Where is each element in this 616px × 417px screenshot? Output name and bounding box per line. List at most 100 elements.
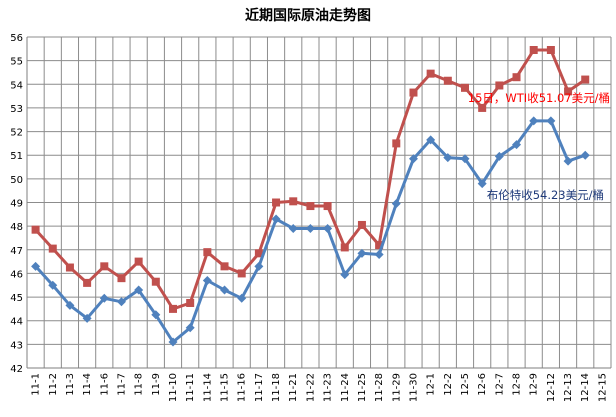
series-0-point-11 bbox=[220, 262, 229, 271]
series-0-point-0 bbox=[31, 225, 40, 234]
x-tick-label-11-21: 11-21 bbox=[288, 373, 299, 402]
series-1-point-5 bbox=[116, 297, 126, 307]
series-0-point-25 bbox=[461, 83, 469, 92]
x-tick-label-11-18: 11-18 bbox=[271, 373, 282, 402]
series-0-point-24 bbox=[443, 76, 452, 85]
series-1-point-4 bbox=[99, 293, 109, 303]
y-tick-label-45: 45 bbox=[10, 293, 23, 304]
x-tick-label-11-24: 11-24 bbox=[340, 373, 351, 402]
series-0-point-26 bbox=[478, 103, 487, 112]
series-1-point-21 bbox=[391, 199, 401, 209]
x-tick-label-11-4: 11-4 bbox=[82, 373, 93, 396]
series-0-point-13 bbox=[254, 249, 263, 258]
y-tick-label-49: 49 bbox=[10, 199, 23, 210]
series-1-point-8 bbox=[168, 337, 178, 347]
series-0-point-5 bbox=[117, 274, 126, 283]
series-0-point-31 bbox=[564, 87, 573, 96]
series-1-point-0 bbox=[31, 261, 41, 271]
series-1-point-32 bbox=[580, 150, 590, 160]
series-1-point-12 bbox=[237, 293, 247, 303]
y-tick-label-54: 54 bbox=[10, 80, 23, 91]
series-1-point-10 bbox=[202, 276, 212, 286]
series-1-point-18 bbox=[340, 270, 350, 280]
x-tick-label-11-14: 11-14 bbox=[202, 373, 213, 402]
x-tick-label-12-14: 12-14 bbox=[580, 373, 591, 402]
x-tick-label-12-6: 12-6 bbox=[477, 373, 488, 396]
x-tick-label-11-16: 11-16 bbox=[237, 373, 248, 402]
series-1-point-19 bbox=[357, 248, 367, 258]
x-tick-label-11-17: 11-17 bbox=[254, 373, 265, 402]
x-tick-label-11-6: 11-6 bbox=[99, 373, 110, 396]
x-tick-label-12-13: 12-13 bbox=[563, 373, 574, 402]
x-tick-label-11-9: 11-9 bbox=[151, 373, 162, 396]
series-1-point-20 bbox=[374, 250, 384, 260]
series-0-point-8 bbox=[169, 304, 177, 313]
y-axis-ticks: 42 43 44 45 46 47 48 49 50 51 52 53 54 55 56 bbox=[10, 33, 23, 375]
series-0-point-17 bbox=[323, 202, 332, 211]
series-0-point-2 bbox=[65, 263, 74, 272]
x-tick-label-11-7: 11-7 bbox=[116, 373, 127, 396]
x-tick-label-12-2: 12-2 bbox=[443, 373, 454, 396]
x-tick-label-11-1: 11-1 bbox=[31, 373, 42, 396]
y-tick-label-55: 55 bbox=[10, 57, 23, 68]
x-tick-label-12-8: 12-8 bbox=[512, 373, 523, 396]
series-1-point-23 bbox=[426, 135, 436, 145]
series-1-point-26 bbox=[477, 179, 487, 189]
series-0-point-9 bbox=[186, 298, 195, 307]
series-0-point-29 bbox=[529, 46, 538, 55]
series-1-point-14 bbox=[271, 214, 281, 224]
brent-annotation: 布伦特收54.23美元/桶 bbox=[487, 188, 604, 202]
y-tick-label-43: 43 bbox=[10, 340, 23, 351]
series-0-point-32 bbox=[581, 75, 590, 84]
series-1 bbox=[31, 116, 590, 347]
x-tick-label-11-11: 11-11 bbox=[185, 373, 196, 402]
x-tick-label-11-10: 11-10 bbox=[168, 373, 179, 402]
y-tick-label-47: 47 bbox=[10, 246, 23, 257]
x-tick-label-11-25: 11-25 bbox=[357, 373, 368, 402]
series-1-point-7 bbox=[151, 310, 161, 320]
series-0-point-22 bbox=[409, 88, 418, 97]
series-1-point-25 bbox=[460, 154, 470, 164]
y-tick-label-46: 46 bbox=[10, 269, 23, 280]
chart-title: 近期国际原油走势图 bbox=[245, 7, 371, 24]
x-tick-label-11-15: 11-15 bbox=[220, 373, 231, 402]
series-1-point-27 bbox=[494, 151, 504, 161]
series-1-point-1 bbox=[48, 280, 58, 290]
series-0-point-19 bbox=[357, 220, 366, 229]
x-tick-label-11-23: 11-23 bbox=[323, 373, 334, 402]
y-tick-label-50: 50 bbox=[10, 175, 23, 186]
series-1-point-16 bbox=[305, 224, 315, 234]
series-0-point-10 bbox=[203, 248, 212, 257]
x-tick-label-11-22: 11-22 bbox=[305, 373, 316, 402]
series-0-point-28 bbox=[512, 73, 521, 82]
x-tick-label-11-3: 11-3 bbox=[65, 373, 76, 396]
series-1-point-30 bbox=[546, 116, 556, 126]
y-tick-label-56: 56 bbox=[10, 33, 23, 44]
series-1-point-6 bbox=[134, 285, 144, 295]
x-tick-label-12-5: 12-5 bbox=[460, 373, 471, 396]
series-0-point-6 bbox=[134, 257, 143, 266]
series-0-point-15 bbox=[289, 197, 298, 206]
x-tick-label-12-1: 12-1 bbox=[426, 373, 437, 396]
series-0-point-27 bbox=[495, 81, 504, 90]
x-tick-label-11-29: 11-29 bbox=[391, 373, 402, 402]
series-1-point-9 bbox=[185, 323, 195, 333]
series-1-point-29 bbox=[529, 116, 539, 126]
series-0 bbox=[31, 46, 590, 313]
series-1-point-13 bbox=[254, 261, 264, 271]
wti-annotation: 15日，WTI收51.07美元/桶 bbox=[468, 91, 610, 105]
y-tick-label-52: 52 bbox=[10, 128, 23, 139]
x-axis-ticks: 11-1 11-2 11-3 11-4 11-6 11-7 11-8 11-9 11-10 11-… bbox=[31, 373, 609, 402]
series-0-point-14 bbox=[272, 198, 281, 207]
series-0-point-23 bbox=[426, 69, 435, 78]
x-tick-label-12-7: 12-7 bbox=[494, 373, 505, 396]
series-1-point-11 bbox=[220, 285, 230, 295]
series-0-point-4 bbox=[100, 262, 109, 271]
series-0-point-3 bbox=[83, 278, 92, 287]
series-0-point-12 bbox=[237, 269, 246, 278]
y-tick-label-51: 51 bbox=[10, 151, 23, 162]
series-group bbox=[31, 46, 590, 347]
x-tick-label-11-2: 11-2 bbox=[48, 373, 59, 396]
y-tick-label-44: 44 bbox=[10, 317, 23, 328]
